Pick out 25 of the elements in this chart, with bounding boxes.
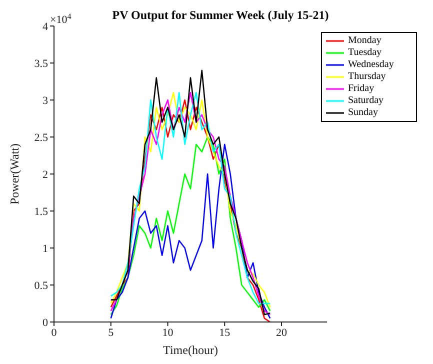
- legend-label: Thursday: [348, 71, 386, 83]
- chart-title: PV Output for Summer Week (July 15-21): [112, 8, 329, 22]
- y-tick-label: 0: [42, 316, 48, 329]
- legend-label: Friday: [348, 83, 374, 95]
- x-tick-label: 20: [276, 326, 288, 339]
- legend-label: Saturday: [348, 95, 384, 107]
- y-tick-label: 0.5: [34, 280, 48, 292]
- x-tick-label: 15: [219, 326, 231, 339]
- x-tick-label: 0: [51, 326, 58, 339]
- y-axis-title: Power(Watt): [7, 143, 22, 205]
- legend-label: Monday: [348, 35, 382, 47]
- y-tick-label: 4: [42, 20, 48, 33]
- legend-label: Tuesday: [348, 47, 382, 59]
- legend-label: Wednesday: [348, 59, 394, 71]
- y-tick-label: 1: [42, 242, 48, 255]
- annotation: ×10$^{4}$: [50, 12, 72, 26]
- y-tick-label: 2: [42, 168, 48, 181]
- y-tick-label: 3: [42, 94, 48, 107]
- y-tick-label: 2.5: [34, 132, 48, 144]
- legend-label: Sunday: [348, 107, 378, 119]
- x-axis-title: Time(hour): [163, 343, 218, 357]
- x-tick-label: 10: [162, 326, 174, 339]
- x-tick-label: 5: [108, 326, 114, 339]
- y-tick-label: 3.5: [34, 58, 48, 70]
- y-tick-label: 1.5: [34, 206, 48, 218]
